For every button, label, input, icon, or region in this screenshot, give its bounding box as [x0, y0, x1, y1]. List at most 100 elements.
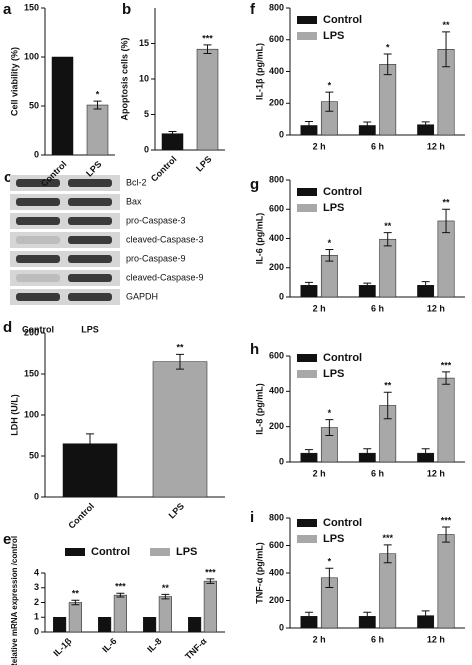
y-tick-label: 400	[269, 386, 284, 396]
y-tick-label: 2	[34, 597, 39, 607]
blot-band	[68, 255, 112, 263]
x-tick-label: 6 h	[371, 141, 384, 151]
band-label: cleaved-Caspase-3	[126, 234, 204, 244]
blot-band	[68, 274, 112, 282]
y-tick-label: 100	[24, 51, 39, 61]
y-tick-label: 1	[34, 612, 39, 622]
blot-band	[16, 274, 60, 282]
error-bar	[442, 31, 451, 68]
legend-label: Control	[323, 14, 362, 26]
y-tick-label: 600	[269, 34, 284, 44]
legend-label: Control	[323, 517, 362, 529]
band-label: Bcl-2	[126, 177, 147, 187]
y-axis-label: TNF-α (pg/mL)	[254, 542, 264, 604]
y-tick-label: 100	[24, 409, 39, 419]
y-tick-label: 0	[279, 291, 284, 301]
blot-band	[16, 217, 60, 225]
y-tick-label: 200	[24, 327, 39, 337]
significance: **	[384, 221, 392, 231]
band-label: pro-Caspase-3	[126, 215, 186, 225]
panel-letter: i	[250, 509, 254, 526]
x-tick-label: 6 h	[371, 634, 384, 644]
legend-label: LPS	[323, 368, 344, 380]
error-bar	[176, 353, 184, 370]
panel-letter: g	[250, 176, 259, 193]
y-tick-label: 150	[24, 2, 39, 12]
x-tick-label: 12 h	[427, 468, 445, 478]
y-tick-label: 800	[269, 2, 284, 12]
error-bar	[325, 567, 334, 588]
error-bar	[206, 578, 215, 584]
significance: *	[328, 408, 332, 418]
error-bar	[93, 100, 102, 110]
error-bar	[442, 371, 451, 385]
band-label: GAPDH	[126, 291, 158, 301]
y-tick-label: 4	[34, 567, 39, 577]
y-tick-label: 0	[34, 626, 39, 636]
y-tick-label: 0	[34, 149, 39, 159]
error-bar	[383, 391, 392, 420]
x-tick-label: 6 h	[371, 468, 384, 478]
error-bar	[363, 611, 372, 621]
y-tick-label: 600	[269, 350, 284, 360]
y-tick-label: 50	[29, 100, 39, 110]
bar	[98, 617, 112, 633]
x-tick-label: 2 h	[313, 468, 326, 478]
x-tick-label: Control	[66, 501, 96, 531]
error-bar	[304, 611, 313, 621]
y-axis-label: Cell viability (%)	[9, 47, 19, 116]
legend-swatch	[297, 370, 317, 378]
y-tick-label: 5	[144, 109, 149, 119]
significance: *	[328, 557, 332, 567]
bar	[437, 377, 455, 463]
bar	[158, 596, 172, 633]
blot-band	[16, 198, 60, 206]
error-bar	[161, 593, 170, 600]
y-tick-label: 0	[34, 491, 39, 501]
error-bar	[383, 53, 392, 76]
legend-label: Control	[323, 186, 362, 198]
y-tick-label: 400	[269, 567, 284, 577]
significance: **	[443, 20, 451, 30]
error-bar	[325, 91, 334, 112]
y-tick-label: 50	[29, 450, 39, 460]
error-bar	[421, 448, 430, 459]
y-tick-label: 400	[269, 233, 284, 243]
significance: **	[384, 381, 392, 391]
legend-swatch	[297, 535, 317, 543]
y-axis-label: Relative mRNA expression /control	[10, 536, 19, 665]
y-axis-label: IL-8 (pg/mL)	[254, 383, 264, 435]
panel-letter: h	[250, 341, 259, 358]
legend-label: LPS	[323, 533, 344, 545]
error-bar	[203, 44, 212, 54]
error-bar	[71, 599, 80, 606]
y-tick-label: 400	[269, 66, 284, 76]
y-tick-label: 0	[279, 622, 284, 632]
blot-band	[68, 179, 112, 187]
legend-swatch	[65, 548, 85, 556]
bar	[152, 361, 208, 498]
blot-band	[16, 255, 60, 263]
x-tick-label: IL-1β	[51, 636, 74, 659]
error-bar	[325, 419, 334, 436]
bar	[51, 56, 74, 156]
panel-letter: b	[122, 1, 131, 18]
legend-swatch	[297, 188, 317, 196]
significance: **	[72, 589, 80, 599]
x-tick-label: 6 h	[371, 303, 384, 313]
blot-band	[16, 179, 60, 187]
y-axis-label: LDH (U/L)	[9, 394, 19, 436]
y-tick-label: 3	[34, 582, 39, 592]
x-tick-label: 2 h	[313, 303, 326, 313]
bar	[188, 617, 202, 633]
x-tick-label: 12 h	[427, 634, 445, 644]
x-tick-label: TNF-α	[183, 636, 209, 662]
significance: *	[328, 238, 332, 248]
x-tick-label: IL-6	[100, 636, 118, 654]
y-tick-label: 0	[144, 144, 149, 154]
x-tick-label: 2 h	[313, 141, 326, 151]
y-tick-label: 200	[269, 595, 284, 605]
error-bar	[421, 281, 430, 290]
error-bar	[116, 592, 125, 598]
band-label: cleaved-Caspase-9	[126, 272, 204, 282]
